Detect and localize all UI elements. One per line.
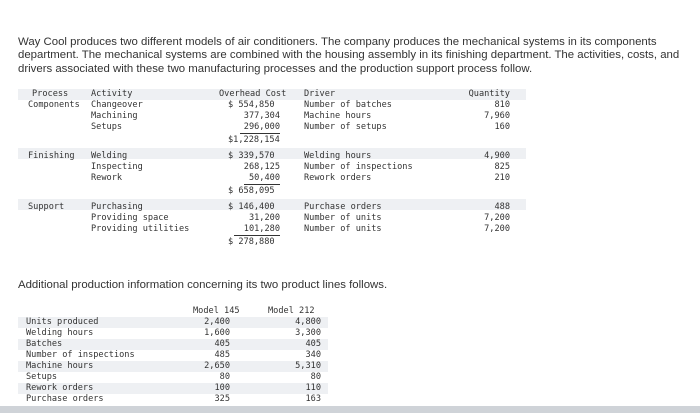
model-145-value: 485 [214, 350, 230, 360]
driver-cell: Number of inspections [304, 162, 413, 172]
cost-cell: 50,400 [244, 173, 280, 185]
row-label: Setups [26, 372, 58, 382]
model-145-value: 2,650 [204, 361, 230, 371]
row-band [18, 148, 526, 159]
model-212-value: 3,300 [295, 328, 321, 338]
qty-cell: 7,960 [484, 111, 510, 121]
cost-total: $1,228,154 [228, 135, 280, 145]
activity-cost-table: Process Activity Overhead Cost Driver Qu… [18, 89, 526, 251]
cost-cell: $ 339,570 [228, 151, 275, 161]
qty-cell: 210 [494, 173, 510, 183]
header-overhead-cost: Overhead Cost [219, 89, 287, 99]
activity-cell: Inspecting [91, 162, 143, 172]
table-row [18, 372, 328, 383]
model-145-value: 325 [214, 394, 230, 404]
row-label: Welding hours [26, 328, 94, 338]
row-band [18, 199, 526, 210]
cost-cell: $ 146,400 [228, 202, 275, 212]
driver-cell: Purchase orders [304, 202, 382, 212]
driver-cell: Number of units [304, 213, 382, 223]
header-model-212: Model 212 [268, 306, 315, 316]
table-row [18, 394, 328, 405]
activity-cell: Providing space [91, 213, 169, 223]
table-row [18, 361, 328, 372]
cost-cell: 101,280 [234, 224, 280, 236]
table-row [18, 339, 328, 350]
qty-cell: 7,200 [484, 213, 510, 223]
qty-cell: 4,900 [484, 151, 510, 161]
table-row [18, 317, 328, 328]
driver-cell: Number of units [304, 224, 382, 234]
activity-cell: Machining [91, 111, 138, 121]
model-145-value: 1,600 [204, 328, 230, 338]
model-145-value: 405 [214, 339, 230, 349]
process-finishing: Finishing [28, 151, 75, 161]
row-label: Machine hours [26, 361, 94, 371]
model-212-value: 4,800 [295, 317, 321, 327]
driver-cell: Number of setups [304, 122, 387, 132]
cost-cell: 377,304 [243, 111, 280, 121]
qty-cell: 488 [494, 202, 510, 212]
table-row [18, 383, 328, 394]
driver-cell: Machine hours [304, 111, 372, 121]
additional-info-heading: Additional production information concer… [18, 279, 388, 291]
cost-cell: 31,200 [248, 213, 280, 223]
header-driver: Driver [304, 89, 336, 99]
header-activity: Activity [91, 89, 133, 99]
model-145-value: 80 [219, 372, 230, 382]
model-212-value: 110 [305, 383, 321, 393]
process-components: Components [28, 100, 80, 110]
process-support: Support [28, 202, 65, 212]
model-212-value: 340 [305, 350, 321, 360]
table-header-row [18, 89, 526, 100]
model-145-value: 100 [214, 383, 230, 393]
cost-total: $ 278,880 [228, 237, 275, 247]
row-label: Number of inspections [26, 350, 135, 360]
model-212-value: 163 [305, 394, 321, 404]
model-212-value: 80 [310, 372, 321, 382]
model-212-value: 5,310 [295, 361, 321, 371]
activity-cell: Rework [91, 173, 123, 183]
qty-cell: 825 [494, 162, 510, 172]
activity-cell: Welding [91, 151, 128, 161]
production-info-table: Model 145 Model 212 Units produced 2,400 4… [18, 306, 328, 406]
table-row [18, 328, 328, 339]
activity-cell: Purchasing [91, 202, 143, 212]
driver-cell: Number of batches [304, 100, 392, 110]
header-model-145: Model 145 [193, 306, 240, 316]
driver-cell: Welding hours [304, 151, 372, 161]
driver-cell: Rework orders [304, 173, 372, 183]
header-process: Process [32, 89, 69, 99]
qty-cell: 810 [494, 100, 510, 110]
cost-cell: 268,125 [243, 162, 280, 172]
activity-cell: Changeover [91, 100, 143, 110]
model-212-value: 405 [305, 339, 321, 349]
row-label: Batches [26, 339, 63, 349]
qty-cell: 7,200 [484, 224, 510, 234]
row-label: Rework orders [26, 383, 94, 393]
row-label: Units produced [26, 317, 99, 327]
row-label: Purchase orders [26, 394, 104, 404]
scrollbar-track[interactable] [0, 406, 700, 413]
activity-cell: Providing utilities [91, 224, 190, 234]
model-145-value: 2,400 [204, 317, 230, 327]
header-quantity: Quantity [468, 89, 510, 99]
qty-cell: 160 [494, 122, 510, 132]
intro-paragraph: Way Cool produces two different models o… [18, 36, 680, 75]
activity-cell: Setups [91, 122, 123, 132]
cost-cell: 296,000 [240, 122, 280, 134]
table-row [18, 350, 328, 361]
cost-cell: $ 554,850 [228, 100, 275, 110]
cost-total: $ 658,095 [228, 186, 275, 196]
